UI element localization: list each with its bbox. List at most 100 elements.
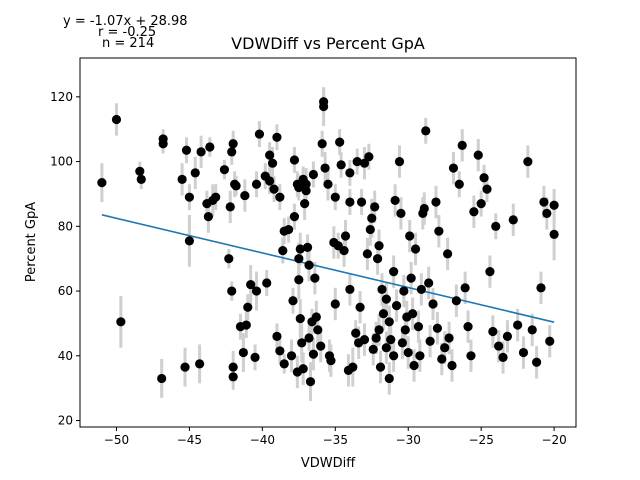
data-point (550, 230, 559, 239)
data-point (229, 139, 238, 148)
data-point (479, 173, 488, 182)
data-point (437, 354, 446, 363)
data-point (536, 283, 545, 292)
data-point (304, 261, 313, 270)
data-point (335, 138, 344, 147)
data-point (294, 275, 303, 284)
data-point (204, 212, 213, 221)
data-point (455, 180, 464, 189)
data-point (116, 317, 125, 326)
data-point (348, 363, 357, 372)
data-point (262, 278, 271, 287)
data-point (488, 327, 497, 336)
data-point (137, 175, 146, 184)
data-point (447, 361, 456, 370)
data-point (226, 202, 235, 211)
data-point (396, 209, 405, 218)
data-point (477, 199, 486, 208)
y-tick-label: 100 (50, 155, 73, 169)
data-point (290, 155, 299, 164)
data-point (224, 254, 233, 263)
data-point (428, 299, 437, 308)
data-point (385, 374, 394, 383)
data-point (545, 337, 554, 346)
data-point (302, 186, 311, 195)
data-point (474, 151, 483, 160)
data-point (366, 225, 375, 234)
data-point (296, 314, 305, 323)
data-point (272, 332, 281, 341)
data-point (363, 249, 372, 258)
data-point (539, 197, 548, 206)
data-point (269, 184, 278, 193)
data-point (385, 317, 394, 326)
data-point (398, 338, 407, 347)
data-point (523, 157, 532, 166)
data-point (443, 249, 452, 258)
data-point (112, 115, 121, 124)
data-point (227, 286, 236, 295)
data-point (405, 231, 414, 240)
data-point (331, 299, 340, 308)
data-point (389, 351, 398, 360)
data-point (399, 286, 408, 295)
data-point (229, 372, 238, 381)
data-point (463, 322, 472, 331)
data-point (284, 225, 293, 234)
data-point (364, 152, 373, 161)
data-point (182, 146, 191, 155)
data-point (433, 324, 442, 333)
y-axis-label: Percent GpA (24, 202, 39, 282)
data-point (469, 207, 478, 216)
data-point (191, 168, 200, 177)
data-point (303, 243, 312, 252)
data-point (357, 197, 366, 206)
data-point (316, 341, 325, 350)
data-point (290, 212, 299, 221)
data-point (135, 167, 144, 176)
data-point (449, 163, 458, 172)
data-point (280, 359, 289, 368)
data-point (532, 358, 541, 367)
data-point (509, 215, 518, 224)
data-point (278, 246, 287, 255)
data-point (229, 363, 238, 372)
data-point (304, 333, 313, 342)
data-point (417, 285, 426, 294)
data-point (331, 193, 340, 202)
data-point (420, 204, 429, 213)
data-point (440, 343, 449, 352)
data-point (309, 350, 318, 359)
data-point (355, 303, 364, 312)
data-point (395, 157, 404, 166)
x-axis-ticks: −50 −45 −40 −35 −30 −25 −20 (104, 427, 567, 447)
data-point (415, 351, 424, 360)
data-point (288, 296, 297, 305)
data-point (431, 197, 440, 206)
data-point (255, 129, 264, 138)
chart-title: VDWDiff vs Percent GpA (231, 34, 425, 53)
data-point (498, 353, 507, 362)
data-point (180, 363, 189, 372)
data-point (409, 361, 418, 370)
data-point (195, 359, 204, 368)
data-point (379, 309, 388, 318)
x-tick-label: −35 (323, 433, 348, 447)
data-point (426, 337, 435, 346)
data-point (326, 356, 335, 365)
data-point (369, 345, 378, 354)
data-point (392, 301, 401, 310)
data-point (300, 199, 309, 208)
data-point (272, 133, 281, 142)
data-point (414, 322, 423, 331)
data-point (424, 278, 433, 287)
data-point (373, 254, 382, 263)
data-point (337, 160, 346, 169)
data-point (287, 351, 296, 360)
data-point (374, 241, 383, 250)
data-point (466, 351, 475, 360)
data-point (407, 274, 416, 283)
data-point (318, 139, 327, 148)
data-point (239, 348, 248, 357)
x-axis-label: VDWDiff (301, 456, 356, 471)
